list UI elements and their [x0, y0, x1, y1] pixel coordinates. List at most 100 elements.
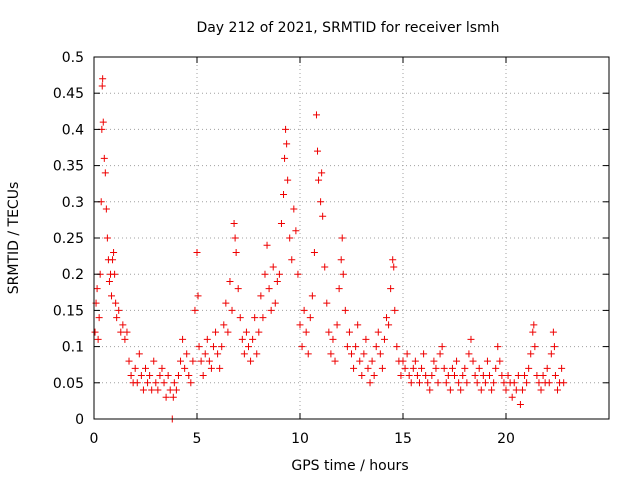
data-point [226, 277, 234, 285]
data-point [179, 335, 187, 343]
data-point [317, 198, 325, 206]
data-point [418, 364, 426, 372]
data-point [205, 357, 213, 365]
data-point [473, 379, 481, 387]
data-point [461, 364, 469, 372]
data-point [453, 357, 461, 365]
data-point [385, 321, 393, 329]
data-point [154, 386, 162, 394]
data-point [115, 306, 123, 314]
data-point [490, 379, 498, 387]
data-point [275, 270, 283, 278]
data-point [333, 321, 341, 329]
data-point [502, 386, 510, 394]
data-point [486, 372, 494, 380]
data-point [144, 379, 152, 387]
data-point [245, 343, 252, 351]
data-point [112, 299, 120, 307]
data-point [399, 357, 407, 365]
data-point [137, 372, 145, 380]
data-point [255, 328, 263, 336]
data-point [238, 335, 246, 343]
data-point [554, 386, 561, 394]
data-point [471, 372, 479, 380]
data-point [189, 357, 197, 365]
data-point [432, 364, 440, 372]
data-point [409, 364, 417, 372]
data-point [368, 357, 376, 365]
data-point [360, 350, 368, 358]
data-point [308, 292, 316, 300]
data-point [123, 328, 131, 336]
data-point [530, 321, 538, 329]
data-point [411, 357, 419, 365]
data-point [465, 350, 473, 358]
data-point [109, 256, 117, 264]
data-point [498, 372, 506, 380]
data-point [521, 372, 529, 380]
data-point [181, 364, 189, 372]
data-point [231, 234, 239, 242]
data-point [194, 292, 202, 300]
x-tick-label: 20 [497, 431, 515, 447]
data-point [354, 321, 362, 329]
data-point [102, 205, 110, 213]
data-point [500, 379, 508, 387]
data-point [352, 343, 360, 351]
data-point [257, 292, 265, 300]
data-point [242, 328, 250, 336]
data-point [296, 321, 304, 329]
data-point [240, 350, 248, 358]
data-point [469, 357, 477, 365]
data-point [220, 321, 228, 329]
data-point [249, 335, 257, 343]
data-point [103, 234, 111, 242]
data-point [318, 169, 326, 177]
data-point [91, 328, 99, 336]
data-point [247, 357, 255, 365]
data-point [263, 241, 271, 249]
data-point [335, 285, 343, 293]
data-point [492, 364, 500, 372]
data-point [527, 350, 535, 358]
data-point [312, 111, 320, 119]
plot-frame [93, 56, 610, 420]
data-point [292, 227, 300, 235]
data-point [267, 306, 275, 314]
data-point [251, 314, 259, 322]
data-point [273, 277, 281, 285]
data-point [516, 401, 524, 409]
data-point [475, 364, 483, 372]
data-point [150, 357, 158, 365]
data-point [253, 350, 261, 358]
data-point [139, 386, 147, 394]
data-point [197, 357, 205, 365]
data-point [426, 386, 434, 394]
data-point [403, 350, 411, 358]
data-point [300, 306, 308, 314]
data-point [224, 328, 232, 336]
data-point [467, 335, 475, 343]
x-tick-label: 5 [193, 431, 202, 447]
data-point [99, 118, 107, 126]
data-point [348, 350, 355, 358]
data-point [479, 372, 487, 380]
data-point [269, 263, 277, 271]
data-point [547, 350, 555, 358]
data-point [95, 314, 103, 322]
y-axis: 0 0.05 0.1 0.15 0.2 0.25 0.3 0.35 0.4 0.45 0.5 [53, 50, 609, 428]
data-point [378, 364, 386, 372]
data-point [298, 343, 306, 351]
data-point [529, 328, 537, 336]
data-point [343, 343, 351, 351]
data-point [512, 386, 520, 394]
data-point [550, 343, 558, 351]
data-point [207, 364, 215, 372]
data-point [169, 393, 177, 401]
data-point [393, 343, 401, 351]
data-point [101, 169, 109, 177]
data-point [290, 205, 298, 213]
y-axis-label: SRMTID / TECUs [6, 182, 22, 295]
data-point [539, 372, 547, 380]
